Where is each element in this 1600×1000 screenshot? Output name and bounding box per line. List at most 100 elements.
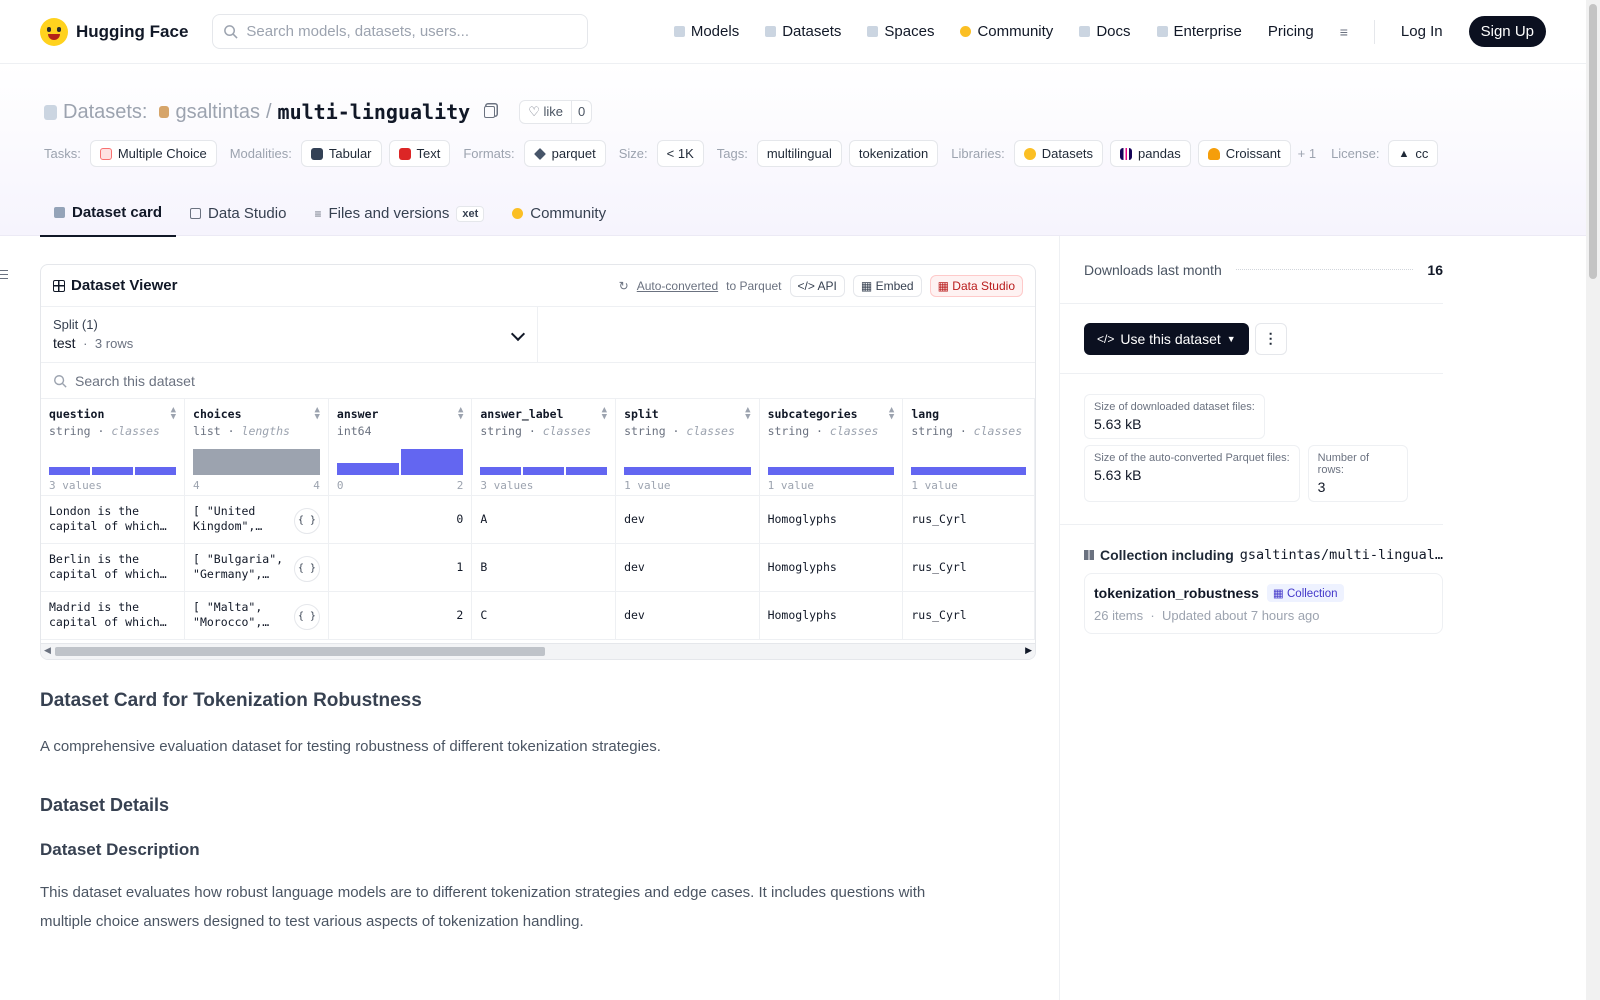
table-row[interactable]: Berlin is the capital of which… [ "Bulga… [41, 543, 1035, 592]
collection-card[interactable]: tokenization_robustness ▦ Collection 26 … [1084, 573, 1443, 634]
collections-repo-name: gsaltintas/multi-lingual… [1239, 547, 1443, 563]
collection-title-row: tokenization_robustness ▦ Collection [1094, 584, 1433, 602]
data-studio-button[interactable]: ▦ Data Studio [929, 274, 1023, 297]
column-header-split[interactable]: split string · classes 1 value ▲ ▼ [615, 399, 760, 496]
histogram-bar[interactable] [624, 467, 751, 475]
tab-dataset-card[interactable]: Dataset card [40, 194, 177, 237]
scroll-right-icon[interactable]: ▶ [1025, 645, 1032, 655]
sort-icon[interactable]: ▲ ▼ [745, 405, 751, 422]
sort-icon[interactable]: ▲ ▼ [170, 405, 177, 422]
tag-modality-tabular[interactable]: Tabular [300, 140, 382, 167]
page-scroll-thumb[interactable] [1589, 4, 1597, 279]
copy-icon[interactable] [484, 106, 496, 118]
nav-models[interactable]: Models [673, 23, 739, 40]
column-header-answer-label[interactable]: answer_label string · classes 3 values ▲ ▼ [471, 399, 617, 496]
embed-button[interactable]: ▦ Embed [852, 274, 922, 297]
column-header-answer[interactable]: answer int64 0 2 ▲ ▼ [328, 399, 473, 496]
histogram-bar[interactable] [49, 467, 91, 475]
tag-library-pandas[interactable]: pandas [1110, 140, 1191, 167]
horizontal-scroll-thumb[interactable] [55, 647, 545, 656]
parquet-size-stat: Size of the auto-converted Parquet files… [1084, 445, 1300, 502]
expand-json-icon[interactable]: { } [293, 603, 320, 630]
nav-more-menu[interactable]: ≡ [1340, 24, 1348, 40]
tag-license[interactable]: ▲ cc [1388, 140, 1439, 167]
nav-docs[interactable]: Docs [1079, 23, 1131, 40]
stat-label: Size of downloaded dataset files: [1094, 401, 1255, 413]
dataset-search-input[interactable]: Search this dataset [41, 363, 1035, 399]
table-row[interactable]: Madrid is the capital of which… [ "Malta… [41, 591, 1035, 640]
histogram-bar[interactable] [480, 467, 522, 475]
histogram-bar[interactable] [135, 467, 177, 475]
table-row[interactable]: London is the capital of which… [ "Unite… [41, 495, 1035, 544]
auto-converted-link[interactable]: Auto-converted [636, 278, 719, 293]
community-icon [512, 208, 524, 219]
tag-task-multiple-choice[interactable]: Multiple Choice [89, 140, 217, 167]
tag-tokenization[interactable]: tokenization [848, 140, 939, 167]
tag-modality-text[interactable]: Text [388, 140, 451, 167]
row-count-stat: Number of rows: 3 [1307, 445, 1408, 502]
toc-toggle-icon[interactable] [0, 268, 10, 282]
tab-dataset-card-label: Dataset card [72, 204, 163, 221]
histogram-bar[interactable] [767, 467, 895, 475]
tag-library-datasets[interactable]: Datasets [1013, 140, 1104, 167]
sort-icon[interactable]: ▲ ▼ [601, 405, 608, 422]
histogram-bar[interactable] [911, 467, 1026, 475]
tag-task-label: Multiple Choice [117, 146, 207, 161]
histogram-stat: 3 values [49, 479, 102, 492]
tag-library-croissant[interactable]: Croissant [1197, 140, 1291, 167]
column-header-choices[interactable]: choices list · lengths 4 4 ▲ ▼ [184, 399, 329, 496]
histogram-bar[interactable] [523, 467, 565, 475]
like-button[interactable]: ♡ like 0 [519, 100, 593, 124]
sort-icon[interactable]: ▲ ▼ [457, 405, 464, 422]
histogram-bar[interactable] [336, 463, 400, 475]
column-header-subcategories[interactable]: subcategories string · classes 1 value ▲ ▼ [759, 399, 904, 496]
hugging-face-icon [1023, 147, 1036, 160]
histogram-bar[interactable] [193, 449, 320, 475]
column-name: choices [193, 407, 242, 421]
cell-split: dev [615, 591, 760, 640]
repo-owner-link[interactable]: gsaltintas [175, 100, 260, 123]
tag-size[interactable]: < 1K [656, 140, 704, 167]
split-row: Split (1) test · 3 rows [41, 307, 1035, 363]
nav-datasets[interactable]: Datasets [765, 23, 841, 40]
tab-community[interactable]: Community [498, 194, 620, 237]
repo-name-link[interactable]: multi-linguality [277, 100, 471, 124]
nav-pricing[interactable]: Pricing [1268, 23, 1314, 40]
tab-files-and-versions[interactable]: ≡ Files and versions xet [300, 194, 498, 237]
expand-json-icon[interactable]: { } [293, 555, 320, 582]
global-search-input[interactable]: Search models, datasets, users... [212, 14, 589, 49]
tag-multilingual[interactable]: multilingual [756, 140, 842, 167]
table-header-row: question string · classes 3 values ▲ ▼ choic… [41, 399, 1035, 496]
histogram-min: 0 [336, 479, 344, 492]
signup-button[interactable]: Sign Up [1468, 16, 1546, 47]
sort-icon[interactable]: ▲ ▼ [314, 405, 320, 422]
expand-json-icon[interactable]: { } [293, 507, 320, 534]
right-sidebar: Downloads last month 16 </> Use this data… [1059, 236, 1443, 1000]
split-select[interactable]: Split (1) test · 3 rows [41, 307, 538, 362]
tag-format-parquet[interactable]: parquet [523, 140, 606, 167]
scroll-left-icon[interactable]: ◀ [44, 645, 51, 655]
more-tags-link[interactable]: + 1 [1297, 146, 1317, 161]
histogram-bar[interactable] [566, 467, 608, 475]
histogram-stat: 1 value [624, 479, 671, 492]
login-link[interactable]: Log In [1400, 23, 1443, 40]
page-scrollbar[interactable] [1586, 0, 1600, 1000]
column-kind: lengths [241, 424, 290, 438]
more-options-icon[interactable]: ⋮ [1254, 322, 1287, 355]
histogram-bar[interactable] [92, 467, 134, 475]
histogram-bar[interactable] [401, 449, 464, 475]
horizontal-scrollbar[interactable]: ◀ ▶ [41, 643, 1035, 659]
sort-icon[interactable]: ▲ ▼ [888, 405, 895, 422]
modalities-label: Modalities: [229, 146, 292, 161]
nav-enterprise-label: Enterprise [1173, 23, 1242, 40]
nav-enterprise[interactable]: Enterprise [1156, 23, 1242, 40]
column-header-lang[interactable]: lang string · classes 1 value [902, 399, 1035, 496]
column-header-question[interactable]: question string · classes 3 values ▲ ▼ [41, 399, 186, 496]
brand-logo-link[interactable]: Hugging Face [40, 17, 188, 46]
nav-spaces[interactable]: Spaces [867, 23, 934, 40]
tab-data-studio[interactable]: Data Studio [176, 194, 300, 237]
use-this-dataset-button[interactable]: </> Use this dataset ▼ [1084, 322, 1249, 355]
api-button[interactable]: </> API [789, 274, 845, 297]
table-icon [310, 147, 323, 160]
nav-community[interactable]: Community [960, 23, 1053, 40]
